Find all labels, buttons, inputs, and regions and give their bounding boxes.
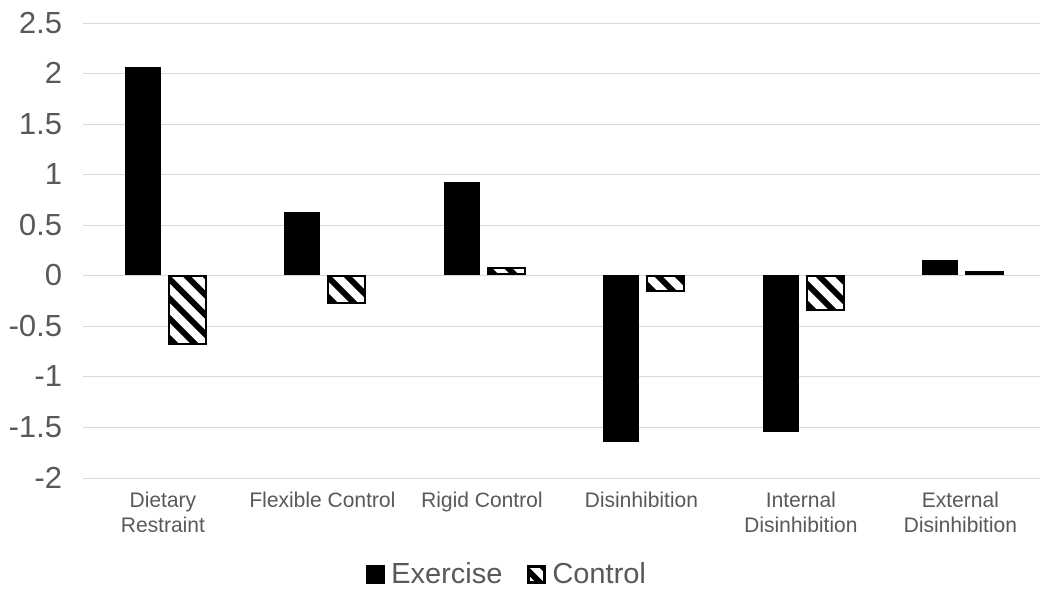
gridline bbox=[83, 174, 1040, 176]
x-axis-category-label-line: Rigid Control bbox=[421, 489, 543, 512]
bar-exercise-internal-disinhibition bbox=[762, 275, 799, 432]
gridline bbox=[83, 123, 1040, 125]
x-axis-category-label-line: External bbox=[921, 489, 999, 512]
bar-control-external-disinhibition bbox=[965, 271, 1005, 276]
gridline bbox=[83, 376, 1040, 378]
bar-control-dietary-restraint bbox=[167, 275, 207, 346]
y-axis-tick-label: 2 bbox=[44, 55, 62, 91]
gridline bbox=[83, 325, 1040, 327]
y-axis-tick-label: 0.5 bbox=[18, 206, 62, 242]
y-axis-tick-label: 1.5 bbox=[18, 105, 62, 141]
x-axis-category-label-disinhibition: Disinhibition bbox=[559, 488, 723, 513]
gridline bbox=[83, 224, 1040, 226]
gridline bbox=[83, 73, 1040, 75]
y-axis-tick-label: -0.5 bbox=[8, 307, 62, 343]
y-axis-tick-label: -1.5 bbox=[8, 408, 62, 444]
legend: Exercise Control bbox=[0, 558, 1050, 591]
bar-exercise-flexible-control bbox=[284, 211, 321, 276]
y-axis-tick-label: 0 bbox=[44, 257, 62, 293]
legend-item-exercise: Exercise bbox=[366, 558, 502, 591]
gridline bbox=[83, 477, 1040, 479]
legend-label-control: Control bbox=[552, 558, 646, 590]
x-axis-category-label-line: Dietary bbox=[129, 489, 197, 512]
legend-marker-control-icon bbox=[527, 565, 547, 584]
legend-item-control: Control bbox=[527, 558, 646, 591]
y-axis-tick-label: 1 bbox=[44, 156, 62, 192]
legend-label-exercise: Exercise bbox=[391, 558, 503, 590]
gridline bbox=[83, 275, 1040, 277]
bar-exercise-dietary-restraint bbox=[124, 67, 161, 276]
x-axis-category-label-internal-disinhibition: Internal Disinhibition bbox=[719, 488, 883, 538]
y-axis-tick-label: 2.5 bbox=[18, 4, 62, 40]
bar-control-rigid-control bbox=[486, 267, 526, 276]
x-axis-category-label-line: Disinhibition bbox=[584, 489, 698, 512]
x-axis-category-label-flexible-control: Flexible Control bbox=[240, 488, 404, 513]
y-axis-tick-label: -2 bbox=[34, 459, 62, 495]
x-axis-category-label-line: Flexible Control bbox=[249, 489, 396, 512]
gridline bbox=[83, 426, 1040, 428]
bar-control-disinhibition bbox=[646, 275, 686, 293]
bar-exercise-external-disinhibition bbox=[922, 260, 959, 276]
x-axis-category-label-dietary-restraint: Dietary Restraint bbox=[81, 488, 245, 538]
x-axis-category-label-line: Disinhibition bbox=[903, 514, 1017, 537]
x-axis-category-label-line: Disinhibition bbox=[744, 514, 858, 537]
bar-control-internal-disinhibition bbox=[805, 275, 845, 311]
legend-marker-exercise-icon bbox=[366, 565, 386, 584]
x-axis-category-label-line: Internal bbox=[765, 489, 836, 512]
x-axis-category-label-line: Restraint bbox=[120, 514, 205, 537]
x-axis-category-label-rigid-control: Rigid Control bbox=[400, 488, 564, 513]
gridline bbox=[83, 22, 1040, 24]
y-axis-tick-label: -1 bbox=[34, 358, 62, 394]
x-axis-category-label-external-disinhibition: External Disinhibition bbox=[878, 488, 1042, 538]
bar-control-flexible-control bbox=[327, 275, 367, 304]
bar-exercise-disinhibition bbox=[603, 275, 640, 443]
bar-exercise-rigid-control bbox=[443, 182, 480, 276]
